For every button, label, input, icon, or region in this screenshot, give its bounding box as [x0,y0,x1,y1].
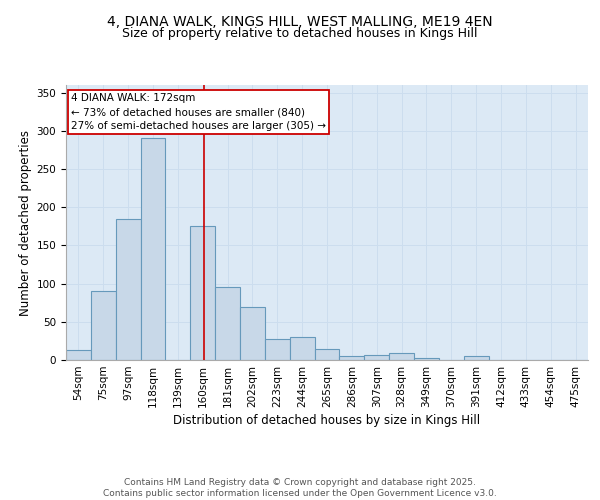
Bar [290,337,314,360]
Bar [464,356,488,360]
Bar [66,350,91,360]
Bar [116,218,140,360]
Text: 4, DIANA WALK, KINGS HILL, WEST MALLING, ME19 4EN: 4, DIANA WALK, KINGS HILL, WEST MALLING,… [107,15,493,29]
Y-axis label: Number of detached properties: Number of detached properties [19,130,32,316]
Bar [389,353,414,360]
Bar [140,138,166,360]
Text: 4 DIANA WALK: 172sqm
← 73% of detached houses are smaller (840)
27% of semi-deta: 4 DIANA WALK: 172sqm ← 73% of detached h… [71,93,326,131]
Text: Size of property relative to detached houses in Kings Hill: Size of property relative to detached ho… [122,28,478,40]
Bar [91,291,116,360]
Bar [215,288,240,360]
Bar [240,306,265,360]
Bar [190,226,215,360]
Bar [364,354,389,360]
Bar [265,338,290,360]
X-axis label: Distribution of detached houses by size in Kings Hill: Distribution of detached houses by size … [173,414,481,427]
Bar [340,356,364,360]
Bar [414,358,439,360]
Text: Contains HM Land Registry data © Crown copyright and database right 2025.
Contai: Contains HM Land Registry data © Crown c… [103,478,497,498]
Bar [314,348,340,360]
